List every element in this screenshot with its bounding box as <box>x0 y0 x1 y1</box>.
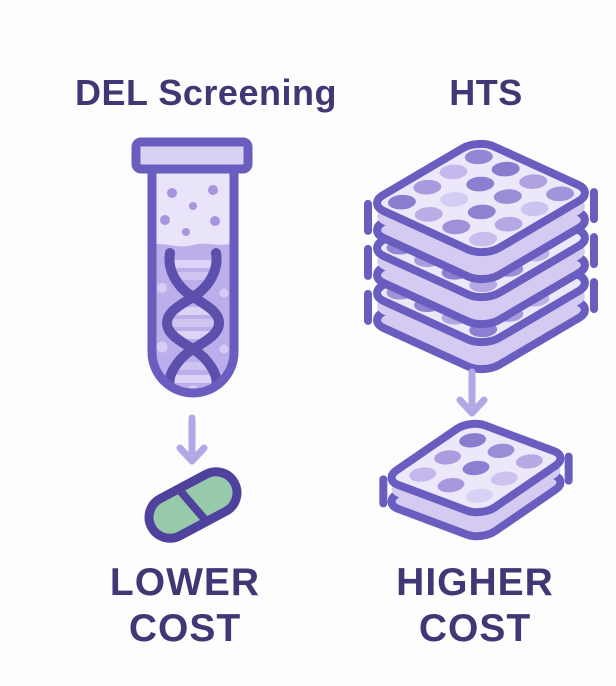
bubble <box>167 188 177 198</box>
arrow-head <box>176 444 208 465</box>
bubble <box>210 216 220 226</box>
lower-cost-label: LOWER COST <box>45 560 325 652</box>
higher-cost-line2: COST <box>418 607 532 650</box>
dna-strand-left <box>164 248 225 391</box>
liquid-dot <box>156 341 168 353</box>
higher-cost-label: HIGHER COST <box>335 560 615 652</box>
liquid-dot <box>219 288 229 298</box>
down-arrow-icon-right <box>456 368 488 417</box>
plate-edge <box>342 294 394 321</box>
hts-title: HTS <box>449 72 523 113</box>
plate-face <box>368 139 594 257</box>
well <box>490 471 518 486</box>
del-screening-title: DEL Screening <box>75 72 337 113</box>
bubble <box>208 185 218 195</box>
well <box>437 477 465 493</box>
plate-edge <box>546 457 591 481</box>
well <box>465 488 493 503</box>
plate-edge <box>568 192 616 219</box>
well <box>439 164 468 180</box>
dna-strand-right <box>161 248 222 391</box>
microplate-top <box>342 139 616 283</box>
well <box>440 192 469 207</box>
well <box>515 454 543 469</box>
bubble <box>182 228 190 236</box>
well <box>462 460 490 476</box>
well <box>464 149 493 165</box>
plate-edge <box>568 282 616 309</box>
higher-cost-line1: HIGHER <box>396 561 554 604</box>
well <box>487 443 515 459</box>
plate-edge <box>342 249 394 276</box>
plate-edge <box>568 237 616 264</box>
microplate-icon <box>361 420 592 540</box>
well <box>442 219 471 235</box>
well <box>469 231 498 247</box>
well <box>466 176 495 192</box>
lower-cost-line2: COST <box>128 607 242 650</box>
bubble <box>160 215 170 225</box>
well <box>413 179 442 195</box>
bubble <box>189 202 197 210</box>
tube-cap <box>131 137 253 174</box>
well <box>520 201 549 217</box>
down-arrow-icon-left <box>176 414 208 465</box>
well <box>387 194 416 210</box>
pill-divider <box>175 485 210 525</box>
plate-edge <box>342 204 394 231</box>
plate-edge <box>361 479 406 503</box>
well <box>494 216 523 232</box>
well <box>409 467 437 482</box>
well <box>546 186 575 202</box>
well <box>519 174 548 189</box>
test-tube-dna-helix-icon <box>131 137 253 398</box>
dna-helix-icon <box>161 248 225 391</box>
well <box>414 207 443 222</box>
liquid-dot <box>157 283 167 293</box>
well <box>459 433 487 448</box>
microplate-stack-icon <box>342 139 616 373</box>
well <box>467 204 496 220</box>
well <box>434 450 462 465</box>
lower-cost-line1: LOWER <box>109 561 261 604</box>
pill-capsule-icon <box>144 467 242 543</box>
liquid-dot <box>219 344 229 354</box>
well <box>493 189 522 204</box>
tube-outline <box>147 164 239 398</box>
well <box>491 161 520 177</box>
arrow-head <box>456 396 488 417</box>
bubbles <box>160 185 220 236</box>
